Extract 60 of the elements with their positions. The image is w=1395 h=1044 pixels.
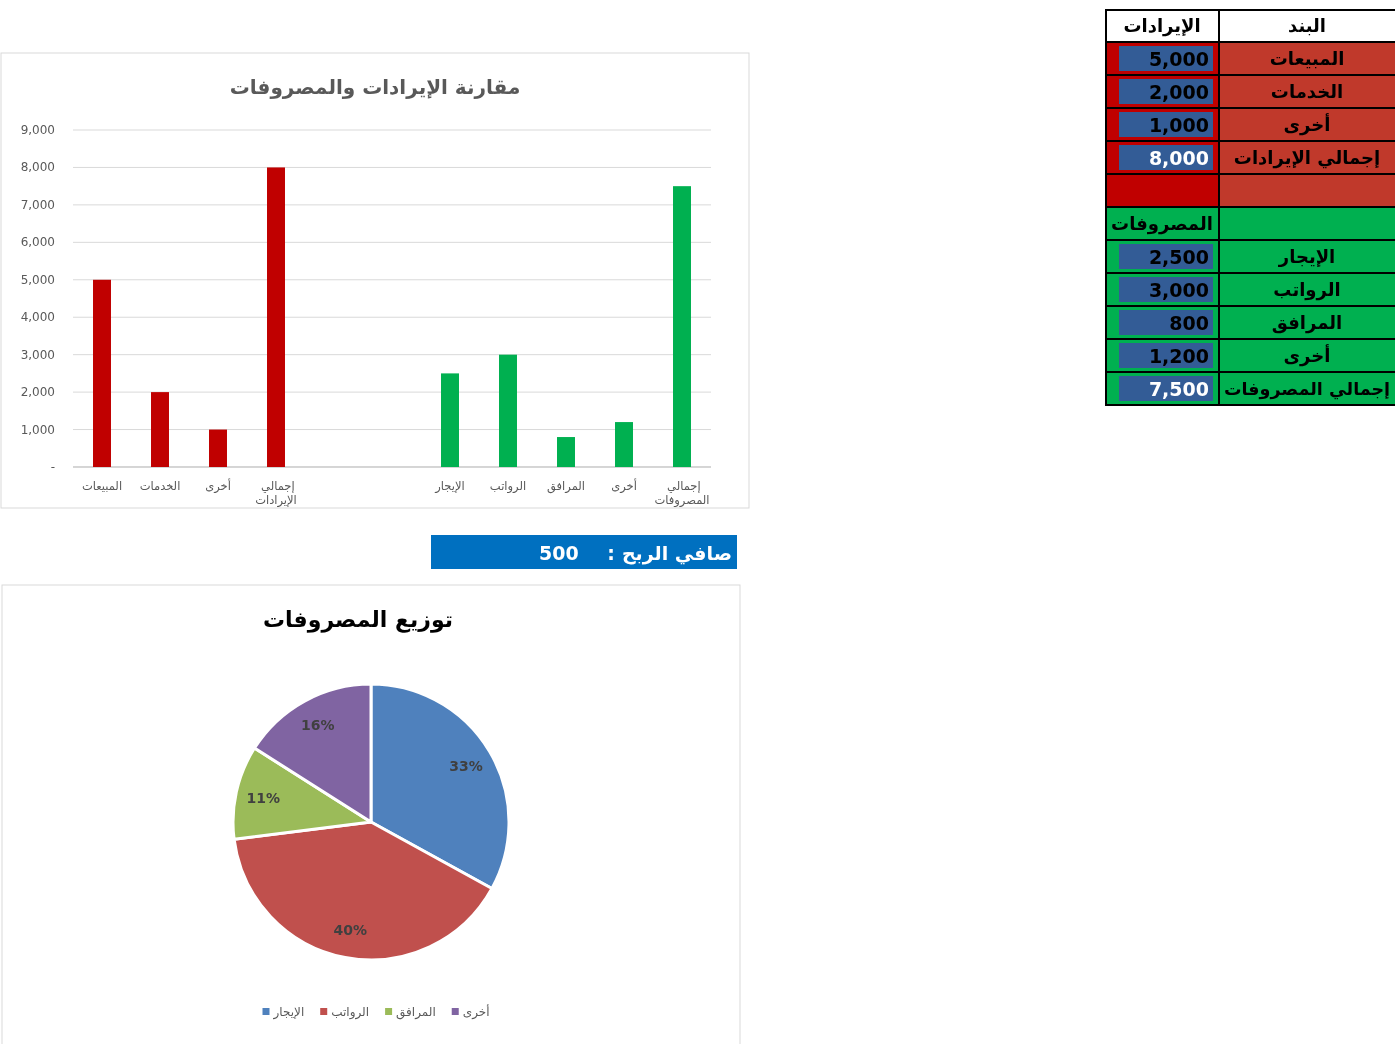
x-tick-label: أخرى (611, 478, 637, 494)
chart-title: توزيع المصروفات (262, 607, 454, 633)
data-label: : 500 (539, 542, 615, 564)
category-label: إجمالي الإيرادات (1233, 146, 1381, 169)
data-label: 1,000 (1148, 113, 1209, 136)
y-tick-label: 8,000 (20, 160, 55, 175)
data-label: 2,000 (1148, 80, 1209, 103)
bar (151, 392, 169, 467)
data-label: 7,500 (1148, 377, 1209, 400)
bar (441, 373, 459, 467)
chart-title: مقارنة الإيرادات والمصروفات (229, 75, 521, 99)
legend-label: الرواتب (331, 1005, 370, 1020)
data-label: 1,200 (1148, 344, 1209, 367)
x-tick-label: الرواتب (489, 479, 527, 494)
category-label: الرواتب (1273, 278, 1341, 301)
bar (673, 186, 691, 467)
y-tick-label: 1,000 (20, 422, 55, 437)
y-tick-label: 9,000 (20, 123, 55, 137)
x-tick-label: المرافق (547, 479, 585, 494)
category-label: إجمالي المصروفات (1223, 378, 1391, 400)
category-label: صافي الربح (621, 542, 732, 565)
bar (93, 279, 111, 467)
y-tick-label: 6,000 (20, 235, 55, 250)
x-tick-label: أخرى (205, 478, 231, 494)
legend-label: الإيجار (272, 1005, 305, 1020)
data-label: 2,500 (1148, 245, 1209, 268)
x-tick-label: إجمالي المصروفات (654, 479, 710, 508)
series-label: الإيرادات (1123, 15, 1201, 37)
series-label: المصروفات (1111, 212, 1213, 235)
category-label: أخرى (1283, 112, 1331, 136)
data-label: 33% (449, 757, 483, 774)
data-label: 8,000 (1148, 146, 1209, 169)
x-tick-label: الإيجار (434, 479, 465, 494)
y-tick-label: - (50, 460, 55, 474)
bar (557, 437, 575, 467)
bar (267, 167, 285, 467)
category-label: المرافق (1271, 311, 1343, 334)
y-tick-label: 7,000 (20, 197, 55, 212)
text: البند (1287, 15, 1327, 36)
legend-label: أخرى (462, 1004, 490, 1020)
x-tick-label: إجمالي الإيرادات (255, 479, 297, 508)
data-label: 11% (246, 789, 281, 806)
data-label: 800 (1169, 311, 1209, 334)
data-label: 5,000 (1148, 47, 1209, 70)
data-label: 40% (333, 922, 368, 939)
data-label: 3,000 (1148, 278, 1209, 301)
bar (209, 429, 227, 467)
category-label: الإيجار (1277, 245, 1336, 267)
y-tick-label: 2,000 (20, 385, 55, 400)
bar (615, 422, 633, 467)
bar (499, 354, 517, 467)
x-tick-label: المبيعات (81, 479, 123, 493)
x-tick-label: الخدمات (139, 479, 181, 493)
y-tick-label: 4,000 (20, 310, 55, 325)
legend-label: المرافق (396, 1005, 436, 1020)
category-label: أخرى (1283, 343, 1331, 367)
category-label: الخدمات (1270, 80, 1344, 102)
y-tick-label: 5,000 (20, 272, 55, 287)
data-label: 16% (301, 717, 335, 734)
y-tick-label: 3,000 (20, 347, 55, 362)
